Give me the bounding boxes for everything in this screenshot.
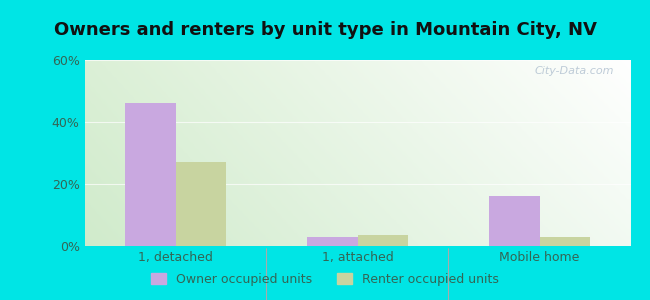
Text: Owners and renters by unit type in Mountain City, NV: Owners and renters by unit type in Mount… bbox=[53, 21, 597, 39]
Text: City-Data.com: City-Data.com bbox=[534, 66, 614, 76]
Bar bbox=[307, 237, 358, 246]
Bar bbox=[489, 196, 540, 246]
Bar bbox=[540, 237, 590, 246]
Bar bbox=[125, 103, 176, 246]
Legend: Owner occupied units, Renter occupied units: Owner occupied units, Renter occupied un… bbox=[146, 268, 504, 291]
Bar bbox=[176, 162, 226, 246]
Bar bbox=[358, 235, 408, 246]
